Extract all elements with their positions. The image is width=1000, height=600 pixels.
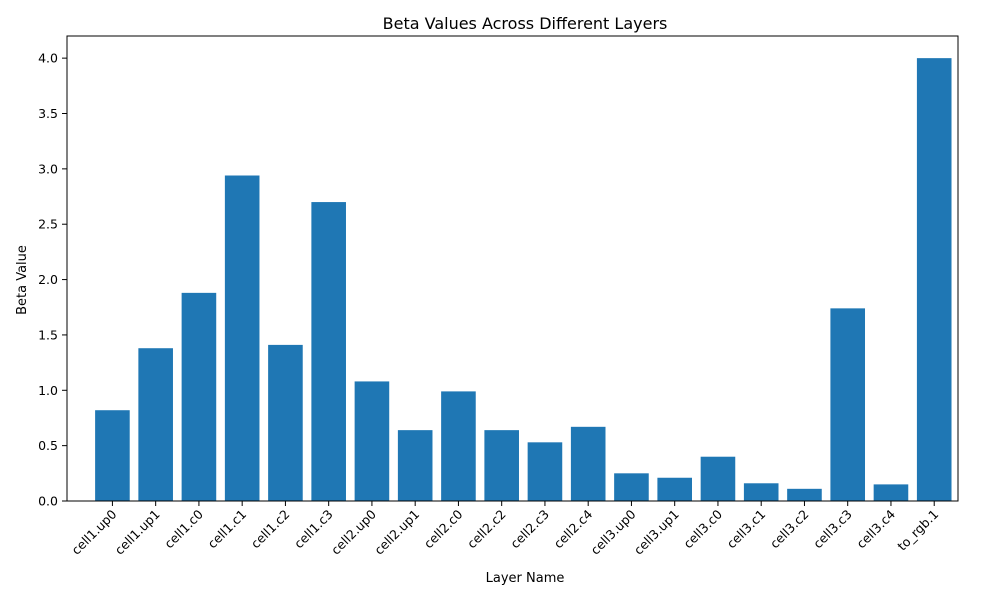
y-tick-label: 0.5 <box>38 438 58 453</box>
bars-group <box>95 58 952 502</box>
y-tick-label: 2.5 <box>38 217 58 232</box>
y-tick-label: 4.0 <box>38 51 58 66</box>
bar-cell2-up0 <box>354 381 390 501</box>
bar-cell3-c3 <box>830 308 866 501</box>
bar-cell3-c2 <box>787 488 822 501</box>
bar-cell3-up0 <box>614 473 649 501</box>
bar-cell3-c4 <box>873 484 909 501</box>
y-tick-label: 3.5 <box>38 106 58 121</box>
x-tick-label: cell2.c3 <box>507 507 552 552</box>
x-tick-label: cell3.c3 <box>810 507 855 552</box>
bar-cell1-c3 <box>311 202 346 502</box>
x-tick-label: to_rgb.1 <box>894 507 941 554</box>
y-axis-label: Beta Value <box>15 245 30 315</box>
bar-cell2-c0 <box>441 391 476 501</box>
x-tick-label: cell2.up1 <box>371 507 422 558</box>
y-axis: 0.0 0.5 1.0 1.5 2.0 2.5 3.0 3.5 4.0 <box>38 51 67 509</box>
bar-cell2-c2 <box>484 430 519 501</box>
x-axis-label: Layer Name <box>486 571 565 586</box>
bar-cell2-up1 <box>397 430 433 501</box>
x-tick-label: cell1.c1 <box>205 507 250 552</box>
x-tick-label: cell3.c2 <box>767 507 812 552</box>
y-tick-label: 2.0 <box>38 272 58 287</box>
chart-title: Beta Values Across Different Layers <box>383 14 668 33</box>
y-tick-label: 1.0 <box>38 383 58 398</box>
y-tick-label: 1.5 <box>38 327 58 342</box>
bar-cell1-c2 <box>268 344 303 501</box>
x-tick-label: cell2.up0 <box>328 506 379 557</box>
x-tick-label: cell1.up1 <box>112 507 163 558</box>
x-tick-label: cell3.up1 <box>631 507 682 558</box>
plot-frame <box>66 35 959 502</box>
y-tick-label: 3.0 <box>38 161 58 176</box>
x-tick-label: cell1.c0 <box>161 506 206 551</box>
bar-cell1-up0 <box>95 410 130 501</box>
x-tick-label: cell3.c0 <box>680 506 725 551</box>
x-tick-label: cell1.up0 <box>68 506 119 557</box>
x-tick-label: cell3.c4 <box>853 506 898 551</box>
x-axis: cell1.up0cell1.up1cell1.c0cell1.c1cell1.… <box>68 501 941 558</box>
x-tick-label: cell2.c2 <box>464 507 509 552</box>
bar-cell2-c3 <box>527 442 563 501</box>
y-tick-label: 0.0 <box>38 494 58 509</box>
bar-cell3-c0 <box>700 456 736 501</box>
bar-cell1-c1 <box>224 175 260 501</box>
bar-cell3-c1 <box>743 483 779 501</box>
x-tick-label: cell1.c2 <box>248 507 293 552</box>
bar-cell1-up1 <box>138 348 173 501</box>
bar-cell2-c4 <box>570 426 606 501</box>
x-tick-label: cell3.c1 <box>724 507 769 552</box>
bar-cell3-up1 <box>657 477 692 501</box>
bar-cell1-c0 <box>181 292 217 501</box>
x-tick-label: cell3.up0 <box>587 506 638 557</box>
x-tick-label: cell2.c0 <box>421 506 466 551</box>
bar-to-rgb-1 <box>916 58 952 502</box>
